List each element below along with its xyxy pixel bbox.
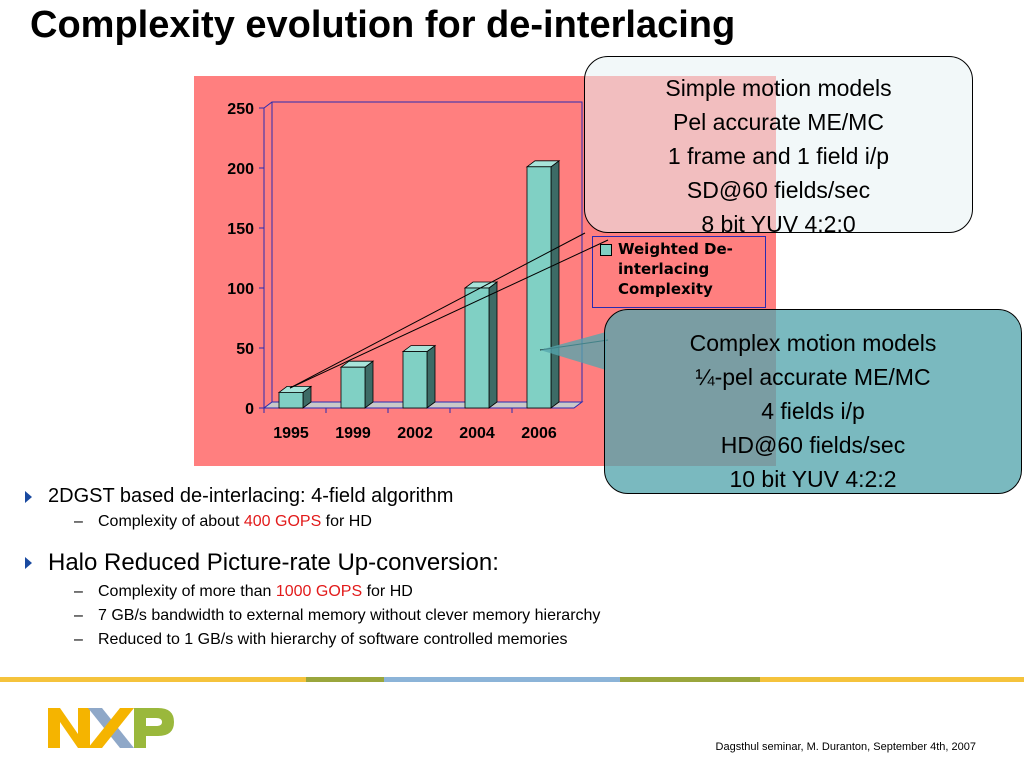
- nxp-logo: [48, 708, 174, 748]
- x-tick-label: 2004: [459, 425, 495, 442]
- slide-title: Complexity evolution for de-interlacing: [30, 4, 736, 46]
- sub-bullet-text: for HD: [362, 583, 413, 600]
- bullet-arrow-icon: [25, 491, 32, 503]
- legend-label: Weighted De-interlacing Complexity: [618, 240, 733, 298]
- sub-bullet-text: 7 GB/s bandwidth to external memory with…: [98, 607, 601, 624]
- dash-icon: –: [74, 513, 83, 530]
- bullet-list: 2DGST based de-interlacing: 4-field algo…: [22, 482, 1002, 652]
- stripe-segment: [306, 677, 384, 682]
- bullet-item: Halo Reduced Picture-rate Up-conversion:: [22, 546, 1002, 580]
- bullet-text: Halo Reduced Picture-rate Up-conversion:: [48, 549, 499, 576]
- logo-p-shape: [134, 708, 174, 748]
- sub-bullet-text: for HD: [321, 513, 372, 530]
- highlight-text: 1000 GOPS: [275, 583, 363, 600]
- stripe-segment: [384, 677, 620, 682]
- connector-line-top: [289, 232, 586, 389]
- bar: [402, 351, 428, 409]
- bullet-arrow-icon: [25, 557, 32, 569]
- y-tick-label: 50: [236, 341, 254, 358]
- legend-swatch: [600, 244, 612, 256]
- x-tick-label: 2002: [397, 425, 433, 442]
- sub-bullet-item: – Complexity of more than 1000 GOPS for …: [22, 580, 1002, 604]
- sub-bullet-text: Reduced to 1 GB/s with hierarchy of soft…: [98, 631, 568, 648]
- y-axis-depth-line: [263, 101, 273, 109]
- callout-line: Pel accurate ME/MC: [673, 109, 884, 135]
- callout-line: 4 fields i/p: [761, 398, 865, 424]
- callout-pointer-shape: [540, 332, 606, 370]
- bar: [526, 166, 552, 409]
- callout-complex-models: Complex motion models ¼-pel accurate ME/…: [604, 309, 1022, 494]
- stripe-segment: [0, 677, 306, 682]
- footer-text: Dagsthul seminar, M. Duranton, September…: [715, 741, 976, 753]
- callout-line: Complex motion models: [689, 330, 937, 356]
- logo-x-shape-b: [88, 708, 134, 748]
- sub-bullet-item: – 7 GB/s bandwidth to external memory wi…: [22, 604, 1002, 628]
- x-tick-label: 1995: [273, 425, 309, 442]
- y-tick-label: 0: [245, 401, 254, 418]
- y-tick-label: 200: [227, 161, 254, 178]
- x-tick-label: 1999: [335, 425, 371, 442]
- sub-bullet-item: – Complexity of about 400 GOPS for HD: [22, 510, 1002, 534]
- callout-line: 8 bit YUV 4:2:0: [701, 211, 856, 237]
- callout-pointer: [540, 332, 606, 370]
- connector-line-mid: [289, 239, 609, 389]
- sub-bullet-item: – Reduced to 1 GB/s with hierarchy of so…: [22, 628, 1002, 652]
- bar: [340, 366, 366, 409]
- y-tick-label: 100: [227, 281, 254, 298]
- y-tick-label: 150: [227, 221, 254, 238]
- stripe-segment: [620, 677, 760, 682]
- callout-line: SD@60 fields/sec: [686, 177, 871, 203]
- bar: [464, 287, 490, 409]
- callout-line: Simple motion models: [665, 75, 892, 101]
- x-tick-label: 2006: [521, 425, 557, 442]
- stripe-segment: [760, 677, 1024, 682]
- bullet-item: 2DGST based de-interlacing: 4-field algo…: [22, 482, 1002, 510]
- logo-n-shape: [48, 708, 90, 748]
- bar: [278, 391, 304, 409]
- callout-simple-models: Simple motion models Pel accurate ME/MC …: [584, 56, 973, 237]
- callout-line: 1 frame and 1 field i/p: [667, 143, 890, 169]
- sub-bullet-text: Complexity of more than: [98, 583, 276, 600]
- dash-icon: –: [74, 631, 83, 648]
- chart-legend: Weighted De-interlacing Complexity: [592, 236, 766, 308]
- callout-line: 10 bit YUV 4:2:2: [729, 466, 897, 492]
- y-tick-label: 250: [227, 101, 254, 118]
- bar-chart: 0 50 100 150 200 250 1995 1999 2002 2004 2006: [227, 101, 584, 442]
- callout-line: HD@60 fields/sec: [720, 432, 906, 458]
- dash-icon: –: [74, 583, 83, 600]
- highlight-text: 400 GOPS: [243, 513, 322, 530]
- callout-line: ¼-pel accurate ME/MC: [695, 364, 931, 390]
- bullet-text: 2DGST based de-interlacing: 4-field algo…: [48, 485, 454, 507]
- dash-icon: –: [74, 607, 83, 624]
- sub-bullet-text: Complexity of about: [98, 513, 244, 530]
